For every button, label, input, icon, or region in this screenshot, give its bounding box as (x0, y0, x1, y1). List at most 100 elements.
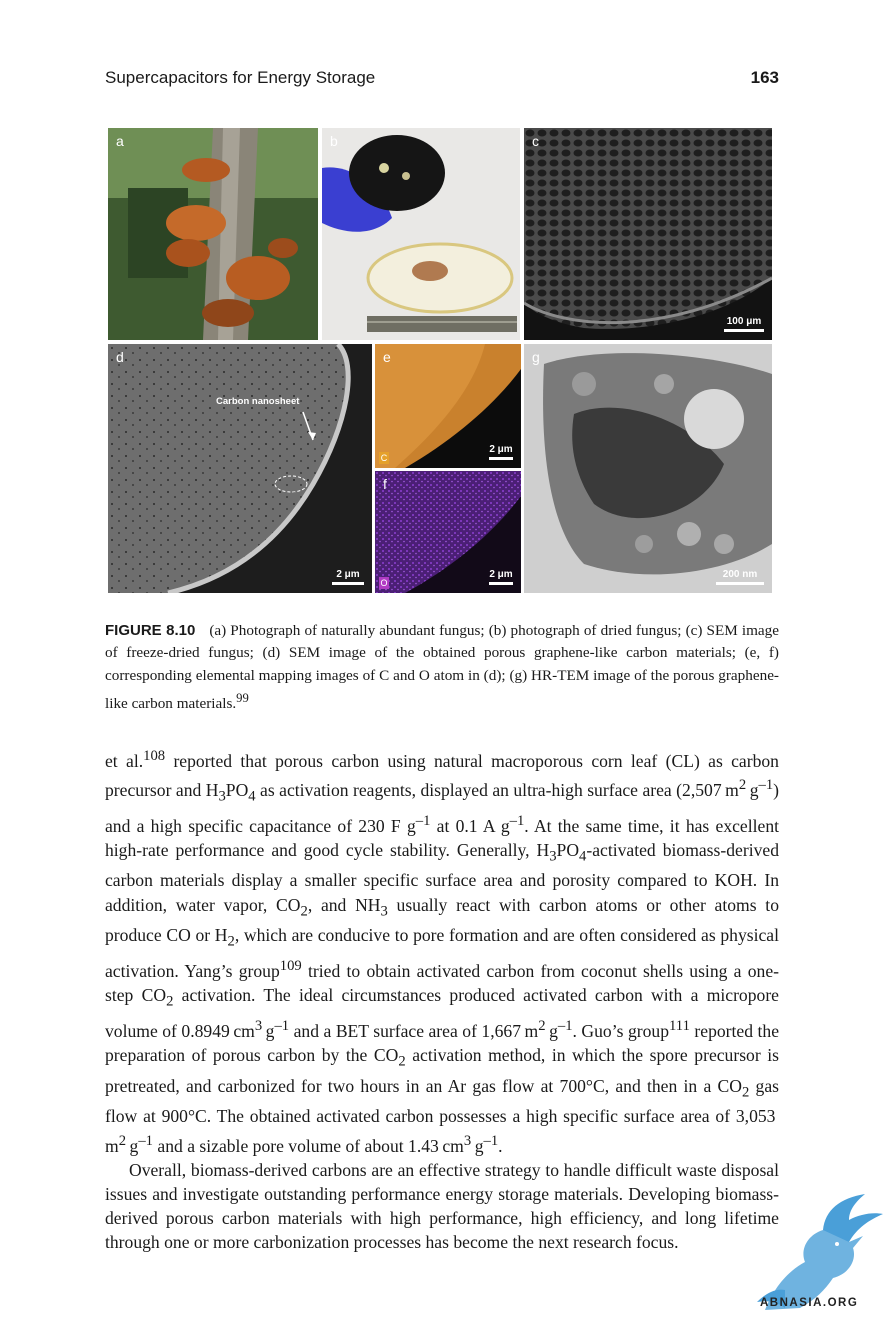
superscript: 3 (463, 1132, 472, 1149)
element-tag-c: C (379, 452, 389, 464)
text-segment: ) and a high specific capacitance of 230… (105, 779, 780, 836)
superscript: –1 (415, 812, 431, 829)
scale-line-f (489, 582, 513, 585)
scale-label-g: 200 nm (722, 569, 758, 580)
scale-label-c: 100 μm (726, 316, 762, 327)
oxygen-mapping-image (375, 471, 521, 593)
panel-c-sem-freeze-dried: c 100 μm (524, 128, 772, 340)
subscript: 4 (248, 788, 256, 805)
citation: 111 (669, 1017, 690, 1034)
figure-caption-text: (a) Photograph of naturally abundant fun… (105, 622, 779, 713)
scale-line-d (332, 582, 364, 585)
text-segment: tried to obtain activated carbon from co… (105, 960, 780, 1006)
paragraph-2: Overall, biomass-derived carbons are an … (105, 1159, 779, 1253)
panel-a-label: a (116, 133, 124, 149)
body-text: et al.108 reported that porous carbon us… (105, 744, 779, 1254)
panel-e-label: e (383, 349, 391, 365)
figure-8-10: a b c (108, 128, 772, 593)
sem-porous-carbon-image (108, 344, 372, 593)
superscript: –1 (557, 1017, 573, 1034)
subscript: 2 (398, 1053, 406, 1070)
panel-d-sem-porous-carbon: d Carbon nanosheet 2 μm (108, 344, 372, 593)
citation: 109 (279, 958, 302, 975)
text-segment: activation. The ideal circumstances prod… (105, 985, 779, 1041)
superscript: 2 (538, 1017, 546, 1034)
griffin-logo-icon (757, 1194, 883, 1310)
scale-line-g (716, 582, 764, 585)
scale-label-e: 2 μm (489, 444, 513, 455)
scale-bar-c: 100 μm (724, 316, 764, 332)
panel-d-label: d (116, 349, 124, 365)
scale-label-f: 2 μm (489, 569, 513, 580)
text-segment: g (545, 1020, 558, 1041)
panel-e-carbon-mapping: e C 2 μm (375, 344, 521, 468)
figure-caption-label: FIGURE 8.10 (105, 622, 196, 639)
text-segment: gas flow at 900°C. The obtained activate… (105, 1075, 779, 1156)
superscript: –1 (758, 777, 774, 794)
citation: 108 (143, 748, 166, 764)
text-segment: reported the preparation of porous carbo… (105, 1020, 779, 1065)
subscript: 2 (300, 903, 308, 920)
text-segment: g (126, 1135, 139, 1156)
superscript: 3 (254, 1017, 263, 1034)
scale-bar-g: 200 nm (716, 569, 764, 585)
text-segment: PO (556, 839, 580, 860)
superscript: –1 (509, 812, 525, 829)
carbon-nanosheet-annotation: Carbon nanosheet (216, 396, 300, 407)
subscript: 2 (741, 1084, 750, 1101)
page-number: 163 (750, 68, 779, 87)
subscript: 3 (218, 788, 226, 805)
text-segment: PO (225, 779, 249, 800)
text-segment: -activated biomass-derived carbon materi… (105, 839, 779, 915)
text-segment: et al. (105, 750, 144, 771)
text-segment: g (746, 779, 759, 800)
subscript: 3 (549, 848, 557, 865)
scale-line-e (489, 457, 513, 460)
carbon-mapping-image (375, 344, 521, 468)
sem-freeze-dried-image (524, 128, 772, 340)
text-segment: and a sizable pore volume of about 1.43 … (153, 1135, 464, 1156)
scale-bar-e: 2 μm (489, 444, 513, 460)
subscript: 2 (166, 993, 174, 1010)
watermark-text: ABNASIA.ORG (760, 1297, 859, 1309)
text-segment: g (471, 1135, 484, 1156)
figure-caption: FIGURE 8.10 (a) Photograph of naturally a… (105, 620, 779, 716)
panel-g-hrtem: g 200 nm (524, 344, 772, 593)
text-segment: as activation reagents, displayed an ult… (255, 779, 739, 800)
text-segment: , which are conducive to pore formation … (105, 925, 779, 981)
text-segment: , and NH (307, 894, 381, 915)
text-segment: . At the same time, it has excellent hig… (105, 815, 779, 860)
superscript: 2 (118, 1132, 127, 1149)
paragraph-1: et al.108 reported that porous carbon us… (105, 744, 779, 1158)
superscript: –1 (274, 1017, 290, 1034)
superscript: 2 (738, 777, 747, 794)
panel-b-label: b (330, 133, 338, 149)
superscript: –1 (483, 1132, 499, 1149)
panel-c-label: c (532, 133, 539, 149)
scale-bar-f: 2 μm (489, 569, 513, 585)
running-title: Supercapacitors for Energy Storage (105, 68, 376, 87)
text-segment: g (262, 1020, 275, 1041)
text-segment: . (498, 1135, 503, 1156)
scale-line-c (724, 329, 764, 332)
superscript: –1 (138, 1132, 153, 1149)
scale-bar-d: 2 μm (332, 569, 364, 585)
text-segment: reported that porous carbon using natura… (105, 750, 779, 800)
dried-fungus-photo-image (322, 128, 520, 340)
element-tag-o: O (379, 577, 389, 589)
scale-label-d: 2 μm (336, 569, 360, 580)
text-segment: usually react with carbon atoms or other… (105, 894, 779, 946)
panel-f-oxygen-mapping: f O 2 μm (375, 471, 521, 593)
running-head: Supercapacitors for Energy Storage 163 (105, 68, 779, 94)
fungus-photo-image (108, 128, 318, 340)
caption-citation: 99 (236, 691, 249, 706)
subscript: 4 (579, 848, 587, 865)
text-segment: and a BET surface area of 1,667 m (289, 1020, 539, 1041)
text-segment: activation method, in which the spore pr… (105, 1044, 779, 1096)
text-segment: at 0.1 A g (430, 815, 510, 836)
panel-g-label: g (532, 349, 540, 365)
panel-f-label: f (383, 476, 387, 492)
hrtem-image (524, 344, 772, 593)
subscript: 3 (380, 903, 388, 920)
text-segment: . Guo’s group (572, 1020, 669, 1041)
